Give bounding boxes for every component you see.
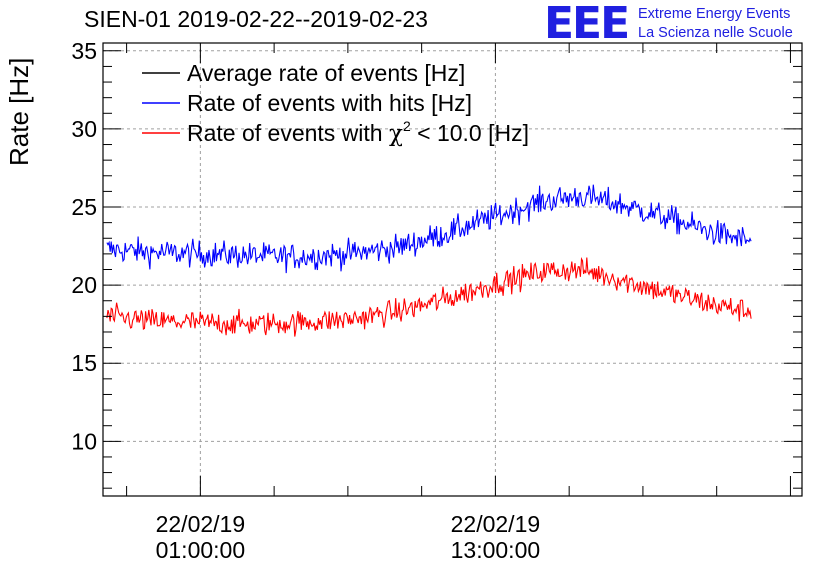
y-tick-label: 15 — [71, 350, 97, 376]
y-tick-label: 10 — [71, 428, 97, 454]
x-tick-time: 01:00:00 — [156, 537, 246, 563]
y-tick-label: 35 — [71, 38, 97, 64]
x-tick-time: 13:00:00 — [451, 537, 541, 563]
y-tick-label: 20 — [71, 272, 97, 298]
y-tick-label: 30 — [71, 116, 97, 142]
series-line-2 — [106, 256, 752, 337]
logo-line-1: Extreme Energy Events — [638, 6, 791, 22]
x-tick-date: 22/02/19 — [451, 511, 541, 537]
legend-label-1: Rate of events with hits [Hz] — [187, 90, 472, 116]
series-line-1 — [106, 184, 752, 274]
legend-label-0: Average rate of events [Hz] — [187, 60, 465, 86]
logo-line-2: La Scienza nelle Scuole — [638, 25, 793, 41]
legend-label-2: Rate of events with χ2 < 10.0 [Hz] — [187, 118, 529, 147]
y-tick-label: 25 — [71, 194, 97, 220]
chart-title: SIEN-01 2019-02-22--2019-02-23 — [84, 6, 428, 32]
x-tick-date: 22/02/19 — [156, 511, 246, 537]
eee-logo: EEE — [544, 0, 630, 49]
